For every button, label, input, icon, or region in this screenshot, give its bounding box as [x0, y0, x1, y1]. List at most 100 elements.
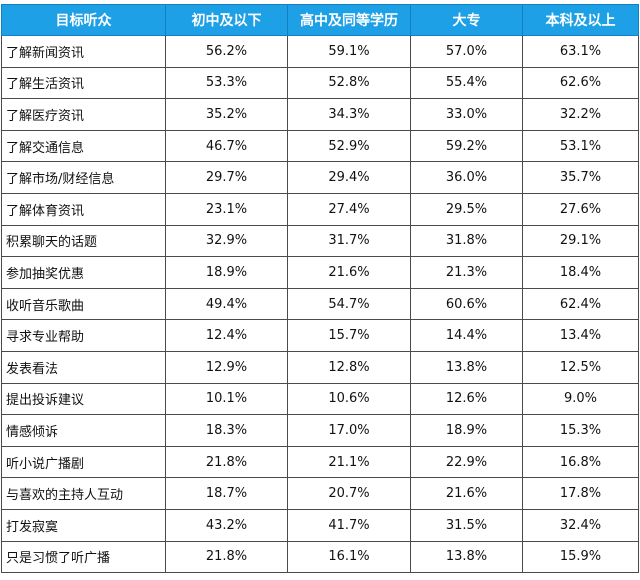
value-cell: 49.4% [165, 287, 288, 321]
header-cell-high-school: 高中及同等学历 [287, 4, 411, 36]
value-cell: 15.7% [287, 319, 411, 352]
value-cell: 18.9% [410, 414, 523, 447]
row-label-cell: 与喜欢的主持人互动 [1, 477, 166, 510]
value-cell: 33.0% [410, 98, 523, 131]
table-row: 了解市场/财经信息 29.7% 29.4% 36.0% 35.7% [1, 161, 639, 194]
table-row: 只是习惯了听广播 21.8% 16.1% 13.8% 15.9% [1, 540, 639, 574]
table-header-row: 目标听众 初中及以下 高中及同等学历 大专 本科及以上 [1, 4, 639, 36]
value-cell: 52.9% [287, 129, 411, 163]
table-body: 了解新闻资讯 56.2% 59.1% 57.0% 63.1% 了解生活资讯 53.3% 52.… [1, 35, 639, 574]
value-cell: 41.7% [287, 508, 411, 542]
table-row: 发表看法 12.9% 12.8% 13.8% 12.5% [1, 350, 639, 384]
value-cell: 15.9% [522, 540, 639, 574]
value-cell: 18.7% [165, 477, 288, 510]
value-cell: 12.9% [165, 350, 288, 384]
row-label-cell: 积累聊天的话题 [1, 224, 166, 258]
value-cell: 32.4% [522, 508, 639, 542]
value-cell: 20.7% [287, 477, 411, 510]
value-cell: 9.0% [522, 382, 639, 416]
table-row: 积累聊天的话题 32.9% 31.7% 31.8% 29.1% [1, 224, 639, 258]
value-cell: 18.9% [165, 256, 288, 289]
row-label-cell: 了解新闻资讯 [1, 35, 166, 68]
table-row: 收听音乐歌曲 49.4% 54.7% 60.6% 62.4% [1, 287, 639, 321]
value-cell: 43.2% [165, 508, 288, 542]
row-label-cell: 只是习惯了听广播 [1, 540, 166, 574]
table-row: 提出投诉建议 10.1% 10.6% 12.6% 9.0% [1, 382, 639, 416]
value-cell: 32.2% [522, 98, 639, 131]
value-cell: 59.2% [410, 129, 523, 163]
data-table-container: 目标听众 初中及以下 高中及同等学历 大专 本科及以上 了解新闻资讯 56.2% 5… [1, 4, 639, 574]
value-cell: 31.8% [410, 224, 523, 258]
value-cell: 17.0% [287, 414, 411, 447]
value-cell: 52.8% [287, 66, 411, 100]
row-label-cell: 寻求专业帮助 [1, 319, 166, 352]
value-cell: 15.3% [522, 414, 639, 447]
value-cell: 21.6% [287, 256, 411, 289]
value-cell: 57.0% [410, 35, 523, 68]
value-cell: 13.8% [410, 350, 523, 384]
row-label-cell: 听小说广播剧 [1, 445, 166, 479]
value-cell: 21.3% [410, 256, 523, 289]
row-label-cell: 了解市场/财经信息 [1, 161, 166, 194]
value-cell: 62.6% [522, 66, 639, 100]
table-row: 了解体育资讯 23.1% 27.4% 29.5% 27.6% [1, 192, 639, 226]
value-cell: 53.1% [522, 129, 639, 163]
value-cell: 53.3% [165, 66, 288, 100]
table-row: 了解生活资讯 53.3% 52.8% 55.4% 62.6% [1, 66, 639, 100]
value-cell: 18.4% [522, 256, 639, 289]
value-cell: 27.4% [287, 192, 411, 226]
row-label-cell: 收听音乐歌曲 [1, 287, 166, 321]
value-cell: 10.1% [165, 382, 288, 416]
table-row: 情感倾诉 18.3% 17.0% 18.9% 15.3% [1, 414, 639, 447]
value-cell: 12.5% [522, 350, 639, 384]
table-row: 了解交通信息 46.7% 52.9% 59.2% 53.1% [1, 129, 639, 163]
table-row: 寻求专业帮助 12.4% 15.7% 14.4% 13.4% [1, 319, 639, 352]
value-cell: 31.7% [287, 224, 411, 258]
table-row: 参加抽奖优惠 18.9% 21.6% 21.3% 18.4% [1, 256, 639, 289]
value-cell: 34.3% [287, 98, 411, 131]
table-row: 与喜欢的主持人互动 18.7% 20.7% 21.6% 17.8% [1, 477, 639, 510]
value-cell: 12.6% [410, 382, 523, 416]
header-cell-college: 大专 [410, 4, 523, 36]
row-label-cell: 了解体育资讯 [1, 192, 166, 226]
value-cell: 14.4% [410, 319, 523, 352]
value-cell: 46.7% [165, 129, 288, 163]
value-cell: 13.8% [410, 540, 523, 574]
header-cell-junior-high-and-below: 初中及以下 [165, 4, 288, 36]
audience-education-table: 目标听众 初中及以下 高中及同等学历 大专 本科及以上 了解新闻资讯 56.2% 5… [1, 4, 639, 574]
row-label-cell: 了解医疗资讯 [1, 98, 166, 131]
value-cell: 29.1% [522, 224, 639, 258]
row-label-cell: 打发寂寞 [1, 508, 166, 542]
table-row: 了解新闻资讯 56.2% 59.1% 57.0% 63.1% [1, 35, 639, 68]
row-label-cell: 发表看法 [1, 350, 166, 384]
value-cell: 29.4% [287, 161, 411, 194]
value-cell: 22.9% [410, 445, 523, 479]
value-cell: 62.4% [522, 287, 639, 321]
value-cell: 32.9% [165, 224, 288, 258]
value-cell: 16.1% [287, 540, 411, 574]
value-cell: 29.7% [165, 161, 288, 194]
value-cell: 60.6% [410, 287, 523, 321]
value-cell: 10.6% [287, 382, 411, 416]
row-label-cell: 了解交通信息 [1, 129, 166, 163]
value-cell: 16.8% [522, 445, 639, 479]
value-cell: 35.7% [522, 161, 639, 194]
value-cell: 36.0% [410, 161, 523, 194]
header-cell-bachelor-and-above: 本科及以上 [522, 4, 639, 36]
row-label-cell: 参加抽奖优惠 [1, 256, 166, 289]
value-cell: 18.3% [165, 414, 288, 447]
value-cell: 59.1% [287, 35, 411, 68]
value-cell: 27.6% [522, 192, 639, 226]
table-row: 了解医疗资讯 35.2% 34.3% 33.0% 32.2% [1, 98, 639, 131]
row-label-cell: 了解生活资讯 [1, 66, 166, 100]
header-cell-target-audience: 目标听众 [1, 4, 166, 36]
value-cell: 29.5% [410, 192, 523, 226]
value-cell: 31.5% [410, 508, 523, 542]
value-cell: 12.8% [287, 350, 411, 384]
value-cell: 21.8% [165, 445, 288, 479]
value-cell: 17.8% [522, 477, 639, 510]
value-cell: 55.4% [410, 66, 523, 100]
table-row: 听小说广播剧 21.8% 21.1% 22.9% 16.8% [1, 445, 639, 479]
value-cell: 21.8% [165, 540, 288, 574]
value-cell: 13.4% [522, 319, 639, 352]
